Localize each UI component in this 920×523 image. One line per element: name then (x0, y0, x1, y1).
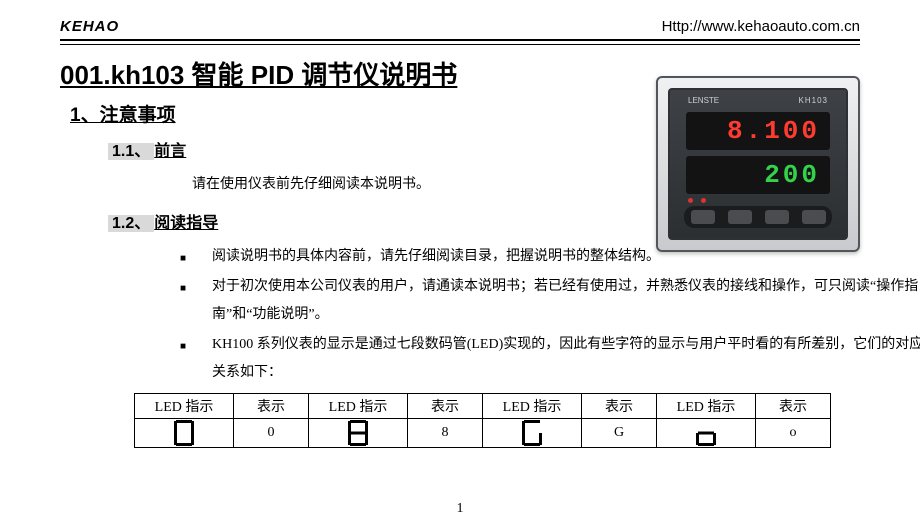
reading-guide-list: 阅读说明书的具体内容前，请先仔细阅读目录，把握说明书的整体结构。 对于初次使用本… (166, 243, 920, 387)
led-map-table: LED 指示 表示 LED 指示 表示 LED 指示 表示 LED 指示 表示 … (134, 393, 831, 448)
led-cell (483, 419, 582, 448)
table-header: LED 指示 (483, 394, 582, 419)
list-item: KH100 系列仪表的显示是通过七段数码管(LED)实现的，因此有些字符的显示与… (166, 331, 920, 387)
device-model: KH103 (799, 96, 828, 105)
rep-cell: 8 (408, 419, 483, 448)
page-number: 1 (0, 501, 920, 517)
device-brand: LENSTE (688, 96, 719, 105)
table-header: 表示 (756, 394, 831, 419)
rep-cell: G (582, 419, 657, 448)
header-rule (60, 39, 860, 45)
device-illustration: LENSTE KH103 8.100 200 (656, 76, 860, 252)
table-header: 表示 (234, 394, 309, 419)
device-lcd-top: 8.100 (686, 112, 830, 150)
list-item: 阅读说明书的具体内容前，请先仔细阅读目录，把握说明书的整体结构。 (166, 243, 920, 271)
table-header: 表示 (582, 394, 657, 419)
table-header: LED 指示 (309, 394, 408, 419)
brand-text: KEHAO (60, 18, 119, 35)
table-header: LED 指示 (657, 394, 756, 419)
list-item: 对于初次使用本公司仪表的用户，请通读本说明书；若已经有使用过，并熟悉仪表的接线和… (166, 273, 920, 329)
led-cell (309, 419, 408, 448)
rep-cell: 0 (234, 419, 309, 448)
table-header: 表示 (408, 394, 483, 419)
device-lcd-bottom: 200 (686, 156, 830, 194)
led-cell (135, 419, 234, 448)
led-cell (657, 419, 756, 448)
device-button-row (684, 206, 832, 228)
header-url: Http://www.kehaoauto.com.cn (662, 18, 860, 35)
rep-cell: o (756, 419, 831, 448)
table-header: LED 指示 (135, 394, 234, 419)
